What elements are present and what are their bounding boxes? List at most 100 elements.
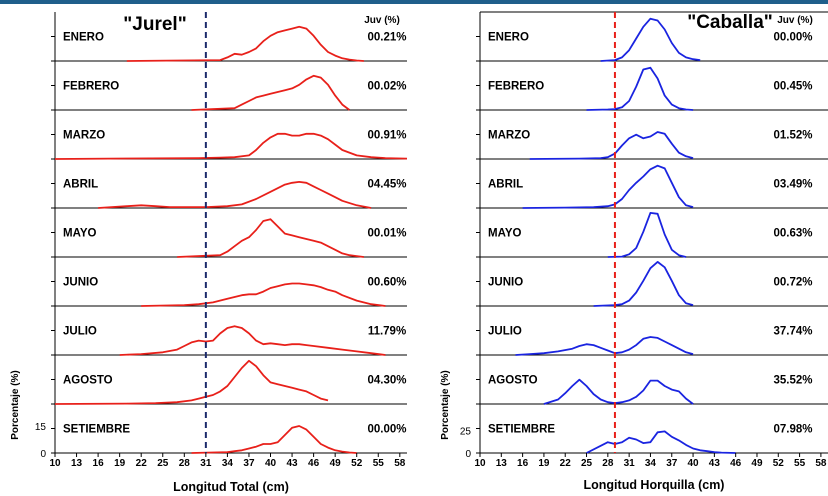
series-line-marzo — [529, 131, 694, 160]
x-tick-label: 19 — [538, 458, 550, 469]
x-tick-label: 46 — [308, 458, 320, 469]
x-tick-label: 49 — [330, 458, 342, 469]
series-line-febrero — [191, 74, 351, 111]
x-tick-label: 13 — [496, 458, 508, 469]
header-bar — [0, 0, 828, 4]
month-label: AGOSTO — [488, 375, 538, 387]
x-tick-label: 37 — [666, 458, 678, 469]
month-label: JULIO — [488, 326, 522, 338]
juvenile-percent: 00.72% — [773, 277, 812, 289]
y-axis-label: Porcentaje (%) — [440, 370, 451, 439]
x-tick-label: 31 — [624, 458, 636, 469]
juvenile-percent: 04.45% — [367, 179, 406, 191]
y-tick-label: 25 — [460, 427, 472, 438]
month-label: JUNIO — [63, 277, 98, 289]
juvenile-percent: 00.02% — [367, 81, 406, 93]
month-label: SETIEMBRE — [63, 424, 130, 436]
series-line-setiembre — [586, 430, 736, 454]
juvenile-header: Juv (%) — [364, 15, 400, 26]
x-tick-label: 58 — [394, 458, 406, 469]
series-line-agosto — [54, 359, 329, 405]
x-axis-label: Longitud Total (cm) — [173, 480, 289, 494]
series-line-julio — [515, 336, 694, 356]
series-line-enero — [600, 17, 701, 62]
month-label: FEBRERO — [63, 81, 119, 93]
x-tick-label: 25 — [581, 458, 593, 469]
x-tick-label: 37 — [243, 458, 255, 469]
x-tick-label: 49 — [751, 458, 763, 469]
month-label: ABRIL — [63, 179, 98, 191]
juvenile-percent: 11.79% — [368, 326, 406, 338]
x-axis-label: Longitud Horquilla (cm) — [584, 478, 725, 492]
month-label: JULIO — [63, 326, 97, 338]
x-tick-label: 52 — [773, 458, 785, 469]
series-line-mayo — [177, 218, 365, 258]
x-tick-label: 34 — [645, 458, 657, 469]
juvenile-percent: 00.45% — [773, 81, 812, 93]
series-line-julio — [119, 325, 386, 356]
x-tick-label: 52 — [351, 458, 363, 469]
month-label: AGOSTO — [63, 375, 113, 387]
x-tick-label: 40 — [265, 458, 277, 469]
series-line-marzo — [54, 132, 408, 160]
month-label: JUNIO — [488, 277, 523, 289]
juvenile-percent: 37.74% — [773, 326, 812, 338]
month-label: FEBRERO — [488, 81, 544, 93]
series-line-mayo — [607, 211, 687, 258]
month-label: MARZO — [488, 130, 530, 142]
x-tick-label: 10 — [474, 458, 486, 469]
series-line-enero — [126, 25, 364, 62]
x-tick-label: 46 — [730, 458, 742, 469]
y-axis-label: Porcentaje (%) — [10, 370, 21, 439]
juvenile-percent: 01.52% — [773, 130, 812, 142]
x-tick-label: 43 — [286, 458, 298, 469]
x-tick-label: 16 — [93, 458, 105, 469]
month-label: MAYO — [63, 228, 96, 240]
x-tick-label: 40 — [687, 458, 699, 469]
y-tick-label: 15 — [35, 422, 47, 433]
series-line-setiembre — [191, 425, 357, 454]
series-line-febrero — [586, 66, 694, 111]
x-tick-label: 34 — [222, 458, 234, 469]
juvenile-percent: 00.00% — [773, 32, 812, 44]
month-label: MARZO — [63, 130, 105, 142]
month-label: SETIEMBRE — [488, 424, 555, 436]
juvenile-percent: 35.52% — [773, 375, 812, 387]
series-line-abril — [98, 180, 372, 209]
x-tick-label: 10 — [49, 458, 61, 469]
month-label: MAYO — [488, 228, 521, 240]
juvenile-percent: 04.30% — [367, 375, 406, 387]
month-label: ENERO — [63, 32, 104, 44]
juvenile-percent: 07.98% — [773, 424, 812, 436]
juvenile-percent: 00.21% — [367, 32, 406, 44]
juvenile-percent: 03.49% — [773, 179, 812, 191]
x-tick-label: 28 — [602, 458, 614, 469]
x-tick-label: 25 — [157, 458, 169, 469]
juvenile-percent: 00.00% — [367, 424, 406, 436]
x-tick-label: 22 — [136, 458, 148, 469]
x-tick-label: 31 — [200, 458, 212, 469]
series-line-abril — [522, 164, 694, 209]
y-tick-label: 0 — [465, 449, 471, 460]
x-tick-label: 22 — [560, 458, 572, 469]
x-tick-label: 55 — [373, 458, 385, 469]
juvenile-percent: 00.01% — [367, 228, 406, 240]
month-label: ABRIL — [488, 179, 523, 191]
chart-title: "Caballa" — [687, 12, 773, 33]
juvenile-percent: 00.91% — [367, 130, 406, 142]
juvenile-percent: 00.60% — [367, 277, 406, 289]
juvenile-percent: 00.63% — [773, 228, 812, 240]
x-tick-label: 43 — [709, 458, 721, 469]
x-tick-label: 19 — [114, 458, 126, 469]
juvenile-header: Juv (%) — [777, 15, 813, 26]
series-line-junio — [593, 260, 694, 307]
series-line-junio — [141, 282, 386, 307]
x-tick-label: 16 — [517, 458, 529, 469]
x-tick-label: 58 — [815, 458, 827, 469]
month-label: ENERO — [488, 32, 529, 44]
series-line-agosto — [543, 378, 694, 405]
x-tick-label: 28 — [179, 458, 191, 469]
x-tick-label: 13 — [71, 458, 83, 469]
x-tick-label: 55 — [794, 458, 806, 469]
